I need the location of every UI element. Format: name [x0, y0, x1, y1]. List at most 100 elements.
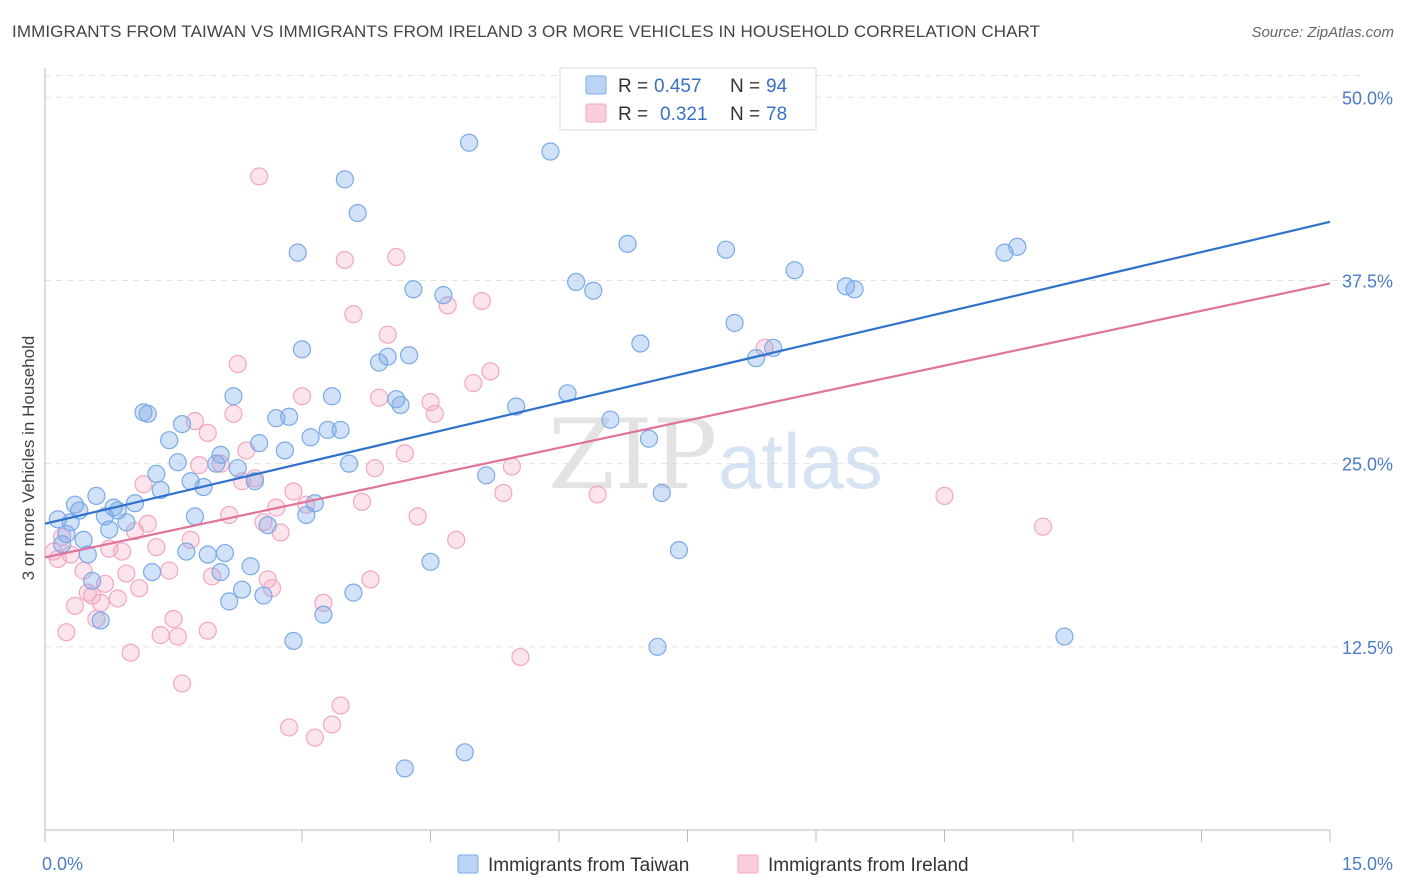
ireland-point-26 — [181, 530, 200, 549]
legend-n-value-taiwan: 94 — [766, 76, 788, 97]
legend-top: R = 0.457 N = 94 R = 0.321 N = 78 — [559, 67, 817, 131]
ireland-point-49 — [335, 250, 354, 270]
ireland-point-28 — [190, 456, 209, 475]
taiwan-point-60 — [399, 346, 419, 365]
legend-n-label-taiwan: N = — [730, 76, 760, 97]
legend-r-label-taiwan: R = — [618, 76, 648, 97]
legend-r-value-taiwan: 0.457 — [654, 76, 702, 97]
taiwan-point-78 — [716, 240, 736, 259]
ireland-point-62 — [472, 291, 491, 311]
taiwan-point-73 — [631, 334, 650, 353]
legend-n-value-ireland: 78 — [766, 104, 787, 125]
ireland-point-71 — [250, 167, 269, 186]
taiwan-point-44 — [292, 340, 312, 359]
y-axis-label: 3 or more Vehicles in Household — [19, 336, 38, 581]
taiwan-point-20 — [168, 453, 187, 472]
taiwan-point-10 — [100, 520, 119, 539]
ireland-point-65 — [502, 457, 521, 476]
ireland-point-67 — [588, 485, 607, 504]
trend-lines — [44, 220, 1331, 559]
taiwan-point-27 — [207, 454, 226, 473]
axes — [44, 68, 1331, 842]
ireland-point-45 — [305, 728, 324, 747]
taiwan-point-43 — [288, 243, 307, 262]
ireland-point-66 — [511, 647, 530, 667]
ireland-point-42 — [284, 482, 303, 501]
taiwan-point-70 — [584, 281, 603, 300]
taiwan-point-48 — [314, 605, 333, 624]
taiwan-point-55 — [348, 203, 367, 223]
ireland-point-74 — [421, 393, 440, 412]
x-tick-label-min: 0.0% — [42, 854, 83, 874]
taiwan-point-34 — [241, 557, 260, 576]
taiwan-point-32 — [228, 458, 247, 478]
taiwan-point-51 — [331, 420, 350, 440]
taiwan-point-30 — [220, 592, 239, 611]
taiwan-point-66 — [507, 397, 526, 416]
taiwan-point-22 — [177, 542, 196, 561]
bottom-legend-taiwan: Immigrants from Taiwan — [488, 855, 689, 876]
legend-bottom: Immigrants from Taiwan Immigrants from I… — [457, 854, 969, 876]
ireland-point-3 — [57, 623, 76, 642]
watermark-atlas: atlas — [718, 417, 883, 505]
ireland-point-64 — [494, 483, 513, 503]
ireland-point-30 — [202, 567, 222, 586]
taiwan-point-82 — [785, 261, 804, 280]
bottom-swatch-ireland — [737, 854, 759, 874]
ireland-point-14 — [112, 542, 132, 561]
ireland-point-5 — [65, 596, 85, 615]
legend-r-value-ireland: 0.321 — [660, 104, 708, 125]
watermark-zip: ZIP — [548, 399, 717, 511]
taiwan-point-62 — [421, 552, 440, 571]
taiwan-point-16 — [138, 404, 157, 423]
ireland-point-63 — [481, 362, 500, 381]
ireland-point-52 — [361, 570, 380, 589]
taiwan-point-40 — [275, 441, 294, 460]
taiwan-point-88 — [91, 611, 110, 630]
legend-swatch-ireland — [585, 103, 607, 123]
bottom-swatch-taiwan — [457, 854, 479, 874]
taiwan-point-38 — [258, 516, 277, 535]
taiwan-point-18 — [151, 480, 170, 500]
taiwan-points — [48, 133, 1074, 778]
taiwan-point-54 — [344, 583, 363, 602]
source-credit: Source: ZipAtlas.com — [1251, 24, 1394, 41]
taiwan-point-29 — [215, 543, 234, 563]
ireland-point-53 — [370, 388, 389, 407]
x-tick-label-max: 15.0% — [1342, 854, 1393, 874]
taiwan-point-21 — [172, 414, 192, 434]
ireland-point-50 — [344, 305, 363, 324]
taiwan-point-7 — [83, 571, 102, 590]
taiwan-point-49 — [318, 420, 337, 440]
ireland-point-25 — [172, 674, 192, 693]
ireland-point-56 — [395, 444, 414, 463]
taiwan-trend-line — [44, 220, 1331, 525]
y-tick-label-2: 37.5% — [1342, 271, 1393, 291]
taiwan-point-87 — [1055, 627, 1074, 646]
taiwan-point-50 — [322, 387, 342, 406]
ireland-point-10 — [91, 593, 110, 612]
ireland-point-33 — [224, 404, 243, 423]
ireland-point-19 — [138, 514, 157, 533]
ireland-point-51 — [352, 492, 372, 511]
taiwan-point-74 — [639, 429, 659, 448]
ireland-point-73 — [365, 458, 384, 478]
ireland-point-47 — [322, 715, 342, 734]
taiwan-point-33 — [232, 580, 252, 599]
ireland-point-61 — [464, 373, 483, 393]
ireland-point-22 — [160, 561, 179, 580]
ireland-point-59 — [438, 296, 457, 315]
taiwan-point-26 — [198, 545, 217, 564]
taiwan-point-89 — [395, 759, 414, 778]
taiwan-point-86 — [1008, 237, 1027, 256]
taiwan-point-19 — [160, 431, 179, 450]
ireland-point-57 — [408, 507, 427, 526]
ireland-point-41 — [280, 718, 299, 737]
ireland-point-48 — [331, 696, 350, 715]
taiwan-point-8 — [87, 486, 106, 505]
taiwan-point-28 — [211, 445, 230, 464]
taiwan-point-67 — [541, 142, 560, 161]
taiwan-point-84 — [845, 280, 864, 299]
ireland-point-70 — [1033, 517, 1053, 536]
taiwan-point-37 — [254, 586, 273, 605]
